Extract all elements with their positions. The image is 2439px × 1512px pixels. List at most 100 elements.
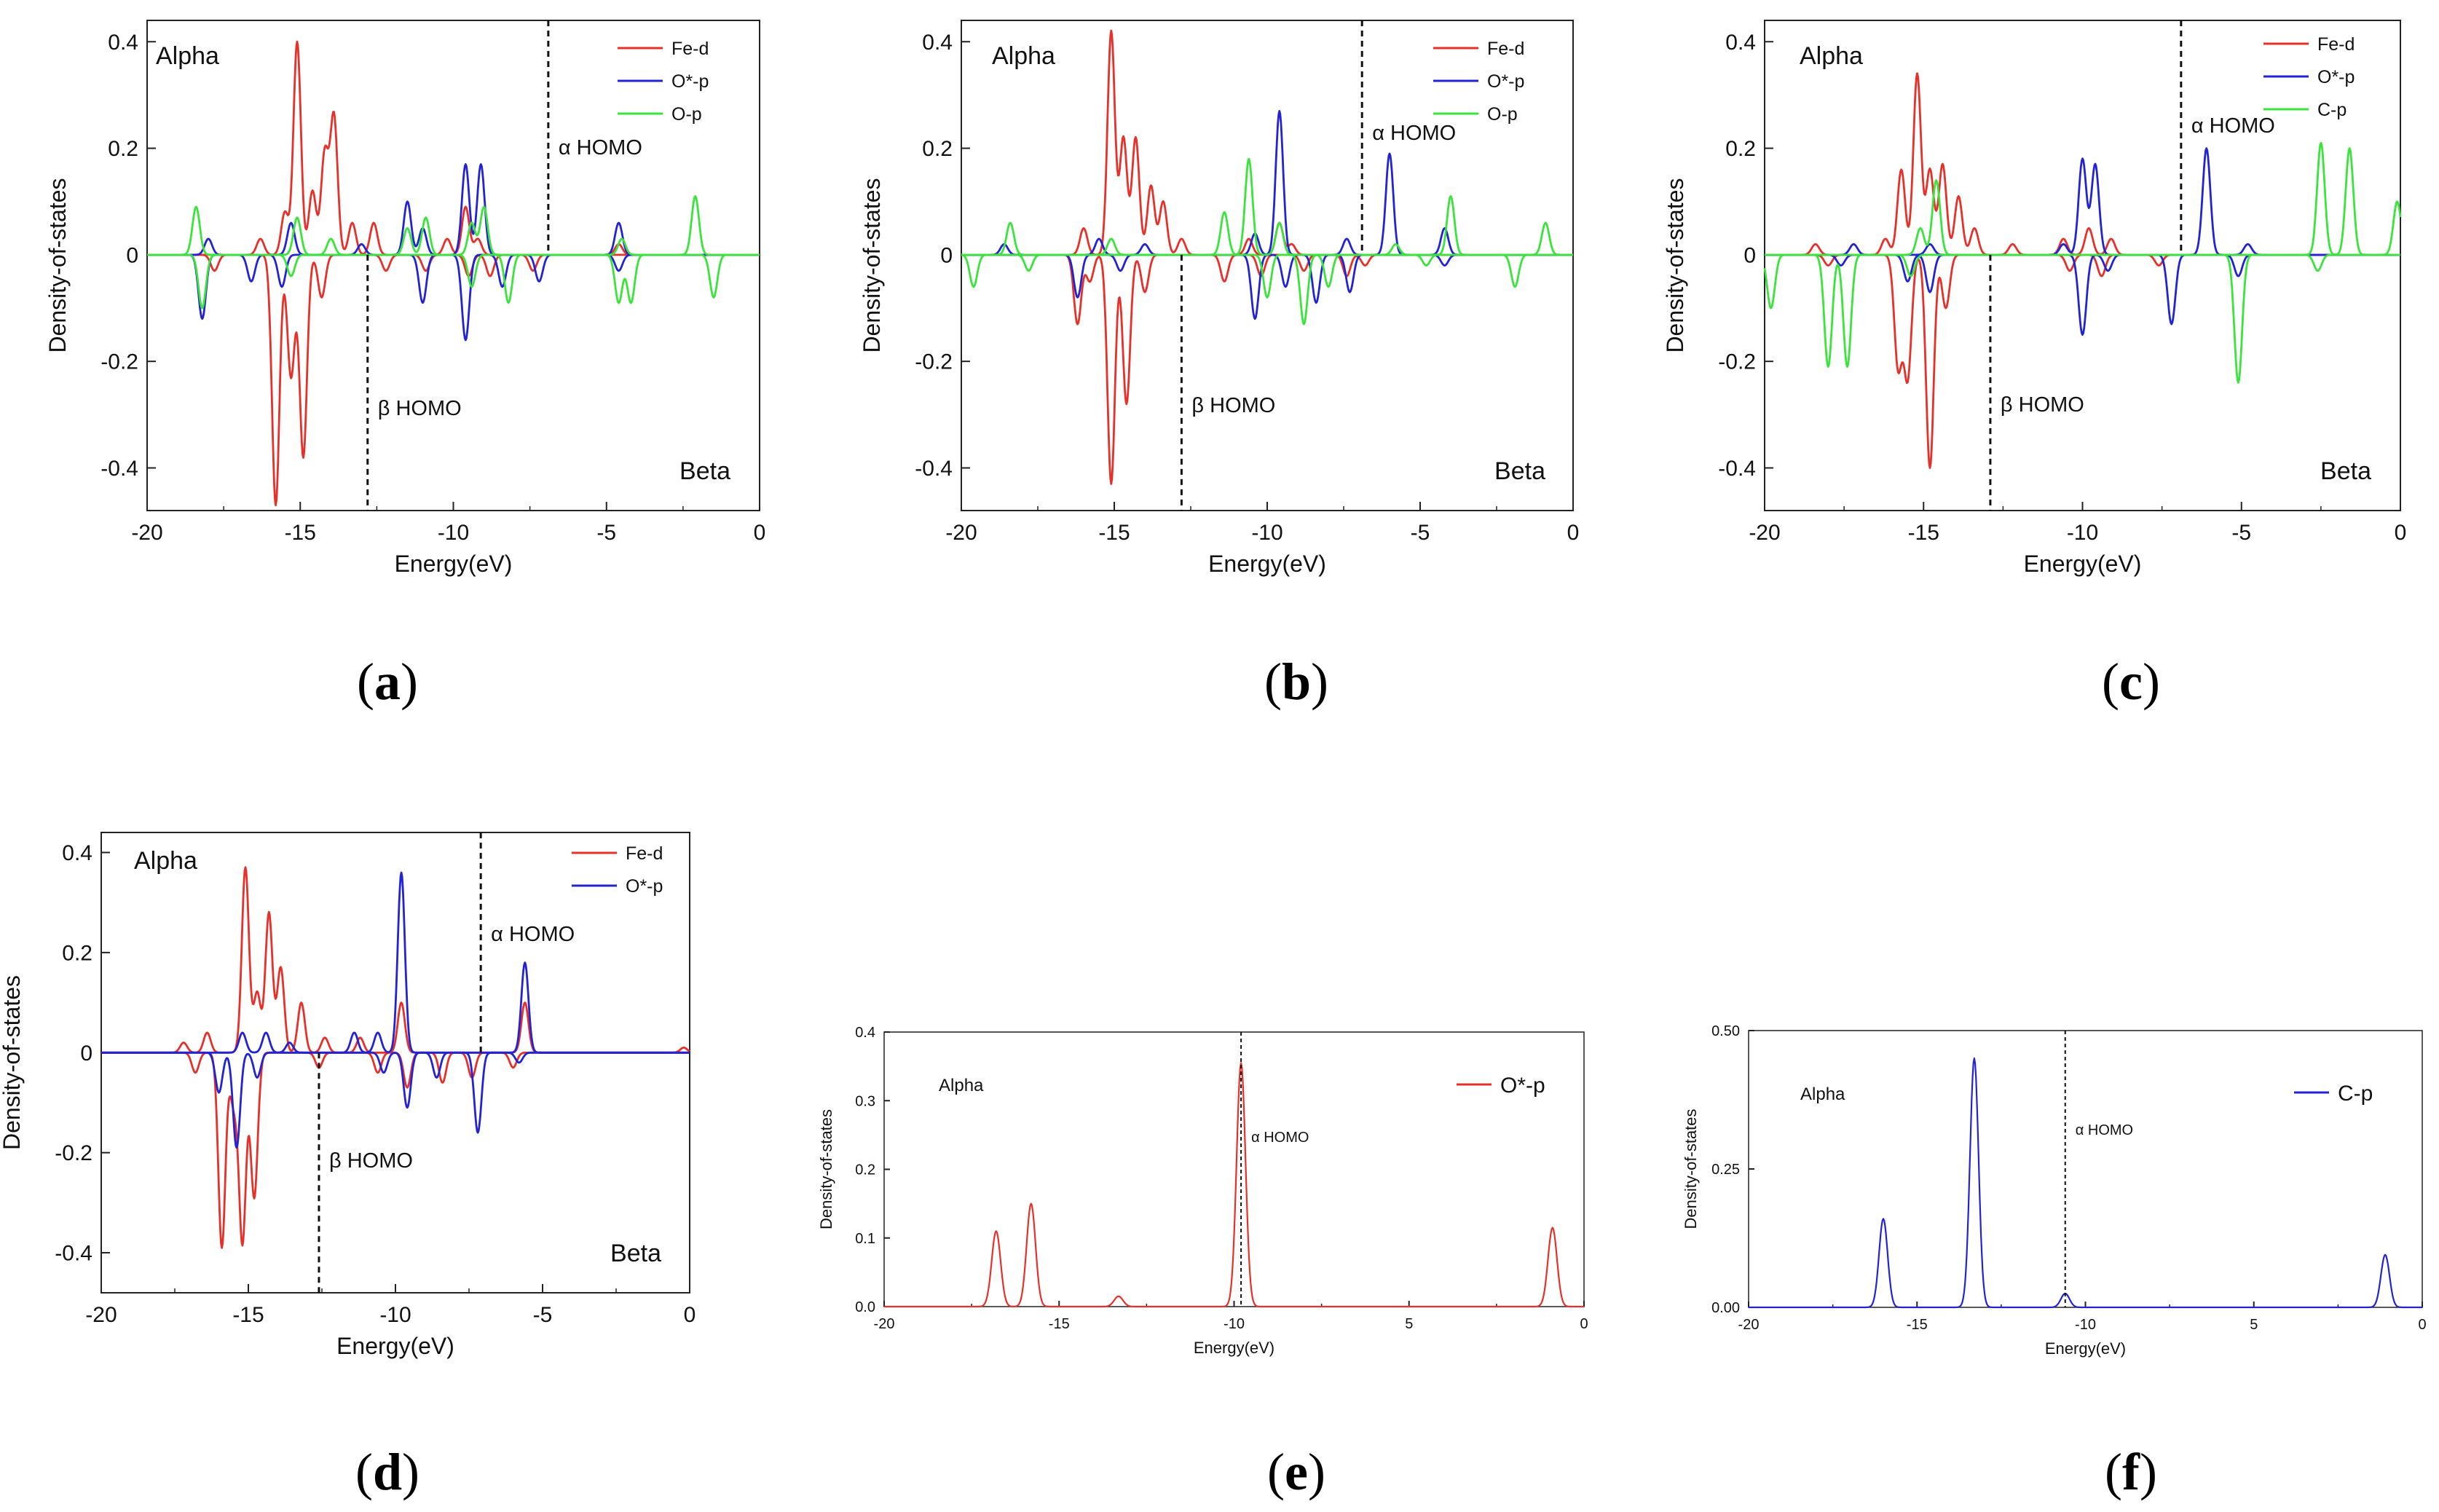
plot-frame bbox=[1748, 1030, 2423, 1308]
y-tick-label: -0.2 bbox=[915, 350, 953, 374]
legend-label: O*-p bbox=[671, 71, 709, 92]
y-tick-label: -0.2 bbox=[101, 350, 138, 374]
x-tick-label: -20 bbox=[131, 521, 162, 545]
beta-label: Beta bbox=[2320, 457, 2371, 485]
legend-label: Fe-d bbox=[671, 39, 709, 59]
y-tick-label: 0.4 bbox=[62, 841, 92, 865]
y-tick-label: -0.2 bbox=[55, 1141, 92, 1165]
alpha-label: Alpha bbox=[992, 42, 1055, 70]
legend-label: Fe-d bbox=[1487, 39, 1524, 59]
y-tick-label: 0.2 bbox=[108, 137, 138, 161]
x-tick-label: -15 bbox=[1098, 521, 1130, 545]
series-op-down bbox=[961, 253, 1574, 326]
series-op-up bbox=[961, 157, 1574, 256]
x-tick-label: -20 bbox=[945, 521, 977, 545]
beta-label: Beta bbox=[679, 457, 730, 485]
legend-label: C-p bbox=[2338, 1082, 2373, 1106]
beta-homo-label: β HOMO bbox=[378, 397, 462, 420]
x-tick-label: -20 bbox=[874, 1316, 895, 1332]
alpha-homo-label: α HOMO bbox=[2191, 114, 2275, 138]
y-tick-label: -0.4 bbox=[1718, 457, 1756, 481]
y-tick-label: 0.3 bbox=[855, 1093, 875, 1109]
y-tick-label: 0.1 bbox=[855, 1231, 875, 1247]
x-tick-label: -15 bbox=[1907, 1317, 1928, 1333]
alpha-homo-label: α HOMO bbox=[1372, 122, 1456, 145]
x-tick-label: 5 bbox=[2250, 1317, 2258, 1333]
x-tick-label: -15 bbox=[1049, 1316, 1070, 1332]
series-op-up bbox=[146, 195, 760, 256]
alpha-label: Alpha bbox=[939, 1076, 984, 1095]
x-tick-label: 0 bbox=[754, 521, 766, 545]
x-tick-label: -10 bbox=[379, 1303, 411, 1327]
beta-homo-label: β HOMO bbox=[2001, 393, 2084, 417]
x-axis-label: Energy(eV) bbox=[2045, 1339, 2126, 1358]
beta-homo-label: β HOMO bbox=[329, 1149, 413, 1173]
y-tick-label: 0.4 bbox=[1725, 31, 1756, 55]
y-tick-label: -0.4 bbox=[55, 1242, 92, 1266]
beta-homo-label: β HOMO bbox=[1191, 394, 1275, 417]
beta-label: Beta bbox=[610, 1240, 661, 1267]
legend-label: C-p bbox=[2317, 100, 2347, 120]
series-op-up bbox=[101, 871, 690, 1054]
legend-label: O*-p bbox=[2317, 67, 2355, 87]
y-axis-label: Density-of-states bbox=[44, 178, 71, 353]
y-tick-label: 0.25 bbox=[1711, 1162, 1740, 1178]
x-tick-label: -20 bbox=[1738, 1317, 1760, 1333]
beta-label: Beta bbox=[1494, 457, 1545, 485]
series-fed-up bbox=[146, 40, 760, 256]
y-tick-label: 0.2 bbox=[1725, 137, 1756, 161]
series-fed-down bbox=[146, 253, 760, 507]
y-tick-label: 0.0 bbox=[855, 1299, 875, 1315]
y-tick-label: 0.2 bbox=[922, 137, 953, 161]
panel-b: -20 -15 -10 -5 0 -0.4 -0.2 0 0.2 0.4 Energy(eV) Den… bbox=[859, 20, 1579, 711]
series-op-up bbox=[146, 163, 760, 256]
x-tick-label: -20 bbox=[85, 1303, 117, 1327]
y-axis-label: Density-of-states bbox=[1682, 1109, 1700, 1229]
x-tick-label: -10 bbox=[2075, 1317, 2096, 1333]
series-op-down bbox=[961, 253, 1574, 320]
series-cp-down bbox=[1763, 253, 2401, 384]
y-tick-label: 0.4 bbox=[922, 31, 953, 55]
legend-label: O*-p bbox=[626, 876, 663, 897]
x-tick-label: -15 bbox=[232, 1303, 264, 1327]
y-tick-label: 0.50 bbox=[1711, 1023, 1740, 1039]
series-fed-down bbox=[961, 253, 1574, 485]
y-tick-label: -0.4 bbox=[101, 457, 138, 481]
x-tick-label: 0 bbox=[1580, 1316, 1588, 1332]
x-axis-label: Energy(eV) bbox=[336, 1333, 454, 1359]
x-tick-label: -15 bbox=[285, 521, 316, 545]
x-tick-label: -10 bbox=[1251, 521, 1282, 545]
alpha-homo-label: α HOMO bbox=[2076, 1122, 2133, 1138]
x-tick-label: -5 bbox=[2231, 521, 2251, 545]
series-fed-down bbox=[1764, 253, 2401, 469]
y-axis-label: Density-of-states bbox=[859, 178, 885, 353]
x-tick-label: -10 bbox=[1224, 1316, 1245, 1332]
x-tick-label: -15 bbox=[1908, 521, 1939, 545]
panel-caption: (e) bbox=[1267, 1443, 1325, 1501]
x-tick-label: 5 bbox=[1405, 1316, 1413, 1332]
alpha-homo-label: α HOMO bbox=[559, 136, 642, 160]
y-axis-label: Density-of-states bbox=[817, 1109, 835, 1229]
series-op-up bbox=[961, 110, 1574, 256]
plot-frame bbox=[1764, 20, 2401, 511]
y-tick-label: 0.2 bbox=[62, 941, 92, 965]
y-tick-label: -0.4 bbox=[915, 457, 953, 481]
panel-caption: (a) bbox=[357, 653, 418, 711]
x-tick-label: 0 bbox=[2418, 1317, 2426, 1333]
x-axis-label: Energy(eV) bbox=[1208, 551, 1326, 577]
panel-caption: (c) bbox=[2102, 653, 2160, 711]
x-axis-label: Energy(eV) bbox=[2024, 551, 2142, 577]
panel-e: -20 -15 -10 5 0 0.0 0.1 0.2 0.3 0.4 Energy(eV) Dens… bbox=[817, 1025, 1588, 1501]
alpha-label: Alpha bbox=[134, 847, 197, 875]
series-op-down bbox=[101, 1051, 690, 1149]
x-axis-label: Energy(eV) bbox=[1194, 1339, 1274, 1357]
alpha-label: Alpha bbox=[156, 42, 219, 70]
x-tick-label: -10 bbox=[2067, 521, 2098, 545]
series-op-down bbox=[146, 253, 760, 310]
x-tick-label: 0 bbox=[1567, 521, 1580, 545]
legend-label: O*-p bbox=[1500, 1074, 1545, 1098]
alpha-label: Alpha bbox=[1800, 42, 1863, 70]
legend-label: O-p bbox=[671, 104, 702, 125]
y-axis-label: Density-of-states bbox=[0, 975, 25, 1150]
